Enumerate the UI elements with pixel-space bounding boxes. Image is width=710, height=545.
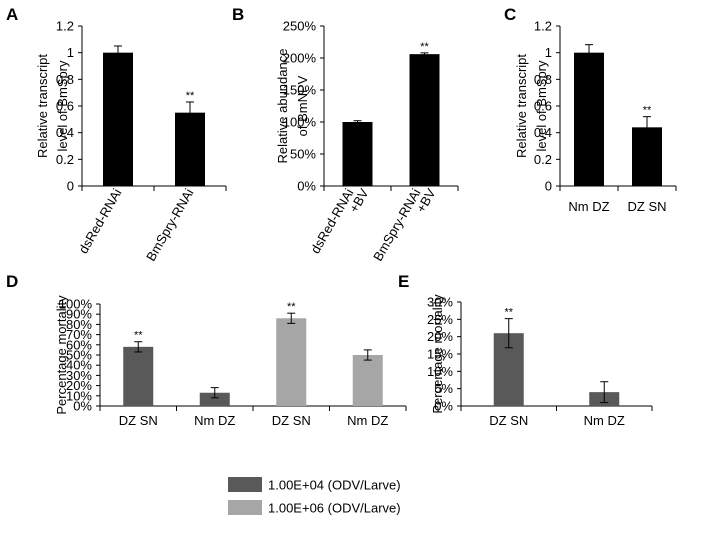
panel-letter: C <box>504 5 516 24</box>
legend-label: 1.00E+06 (ODV/Larve) <box>268 501 401 516</box>
y-tick-label: 25% <box>427 312 453 327</box>
y-tick-label: 0.2 <box>56 152 74 167</box>
significance-mark: ** <box>420 41 429 53</box>
y-tick-label: 0.4 <box>534 125 552 140</box>
y-tick-label: 15% <box>427 347 453 362</box>
y-tick-label: 30% <box>427 295 453 310</box>
y-tick-label: 100% <box>283 115 317 130</box>
y-tick-label: 1 <box>67 45 74 60</box>
x-tick-label: DZ SN <box>628 199 667 214</box>
legend-swatch <box>228 477 262 492</box>
y-tick-label: 30% <box>66 368 92 383</box>
y-axis-label: Percentage mortality <box>430 294 445 414</box>
legend-label: 1.00E+04 (ODV/Larve) <box>268 478 401 493</box>
x-tick-label: Nm DZ <box>194 413 235 428</box>
y-tick-label: 60% <box>66 337 92 352</box>
y-tick-label: 150% <box>283 83 317 98</box>
y-tick-label: 200% <box>283 51 317 66</box>
y-axis-label: Relative abundance <box>275 49 290 164</box>
y-tick-label: 0% <box>73 399 92 414</box>
y-tick-label: 10% <box>427 364 453 379</box>
y-tick-label: 0.6 <box>56 99 74 114</box>
bar <box>123 346 154 406</box>
x-tick-label: BmSpry-RNAi <box>370 186 423 264</box>
panel-e: E 0% 5% 10% 15% 20% 25% 30%Percentage mortality… <box>398 272 653 428</box>
y-tick-label: 50% <box>290 147 316 162</box>
x-tick-label: Nm DZ <box>568 199 609 214</box>
x-tick-label: dsRed-RNAi <box>75 186 124 256</box>
bar <box>342 122 373 186</box>
x-tick-label: Nm DZ <box>347 413 388 428</box>
x-tick-label: Nm DZ <box>584 413 625 428</box>
panel-letter: D <box>6 272 18 291</box>
bar <box>276 318 307 406</box>
bar <box>352 355 383 406</box>
legend: 1.00E+04 (ODV/Larve) 1.00E+06 (ODV/Larve) <box>228 477 401 516</box>
y-tick-label: 80% <box>66 317 92 332</box>
y-tick-label: 0 <box>67 179 74 194</box>
y-tick-label: 20% <box>66 378 92 393</box>
bar <box>199 392 230 406</box>
y-axis-label: Relative transcript <box>514 54 529 158</box>
y-tick-label: 0 <box>545 179 552 194</box>
x-tick-label: DZ SN <box>272 413 311 428</box>
y-tick-label: 0.8 <box>534 72 552 87</box>
significance-mark: ** <box>186 90 195 102</box>
significance-mark: ** <box>504 307 513 319</box>
y-tick-label: 90% <box>66 307 92 322</box>
bar <box>574 52 604 186</box>
bar <box>175 112 205 186</box>
bar <box>409 54 440 186</box>
panel-letter: E <box>398 272 409 291</box>
panel-b: B 0% 50% 100% 150% 200% 250% Relative abundance… <box>232 5 459 264</box>
y-tick-label: 250% <box>283 19 317 34</box>
y-tick-label: 1.2 <box>534 19 552 34</box>
y-tick-label: 70% <box>66 327 92 342</box>
y-axis-label: level of BmSpry <box>534 60 549 152</box>
panel-letter: A <box>6 5 18 24</box>
panel-a: A 0 0.2 0.4 0.6 0.8 1 1.2 Relative transcript lev… <box>6 5 227 264</box>
x-tick-label: BmSpry-RNAi <box>143 186 196 264</box>
y-tick-label: 100% <box>59 297 93 312</box>
bar <box>103 52 133 186</box>
significance-mark: ** <box>287 301 296 313</box>
y-tick-label: 0.8 <box>56 72 74 87</box>
legend-swatch <box>228 500 262 515</box>
y-tick-label: 0.4 <box>56 125 74 140</box>
significance-mark: ** <box>643 105 652 117</box>
x-tick-label: DZ SN <box>489 413 528 428</box>
y-tick-label: 5% <box>434 381 453 396</box>
panel-d: D 0%10%20%30%40%50%60%70%80%90%100%Percen… <box>6 272 407 516</box>
x-tick-label: DZ SN <box>119 413 158 428</box>
y-tick-label: 0% <box>297 179 316 194</box>
y-tick-label: 40% <box>66 358 92 373</box>
y-tick-label: 20% <box>427 329 453 344</box>
y-axis-label: Relative transcript <box>35 54 50 158</box>
y-tick-label: 0.2 <box>534 152 552 167</box>
y-tick-label: 0% <box>434 399 453 414</box>
y-axis-label: of BmNPV <box>295 75 310 136</box>
y-tick-label: 10% <box>66 388 92 403</box>
significance-mark: ** <box>134 330 143 342</box>
y-axis-label: level of BmSpry <box>55 60 70 152</box>
x-tick-label: dsRed-RNAi <box>307 186 356 256</box>
y-tick-label: 50% <box>66 348 92 363</box>
y-tick-label: 0.6 <box>534 99 552 114</box>
panel-letter: B <box>232 5 244 24</box>
panel-c: C 0 0.2 0.4 0.6 0.8 1 1.2 Relative transcript lev… <box>504 5 677 214</box>
y-axis-label: Percentage mortality <box>54 295 69 415</box>
y-tick-label: 1.2 <box>56 19 74 34</box>
y-tick-label: 1 <box>545 45 552 60</box>
